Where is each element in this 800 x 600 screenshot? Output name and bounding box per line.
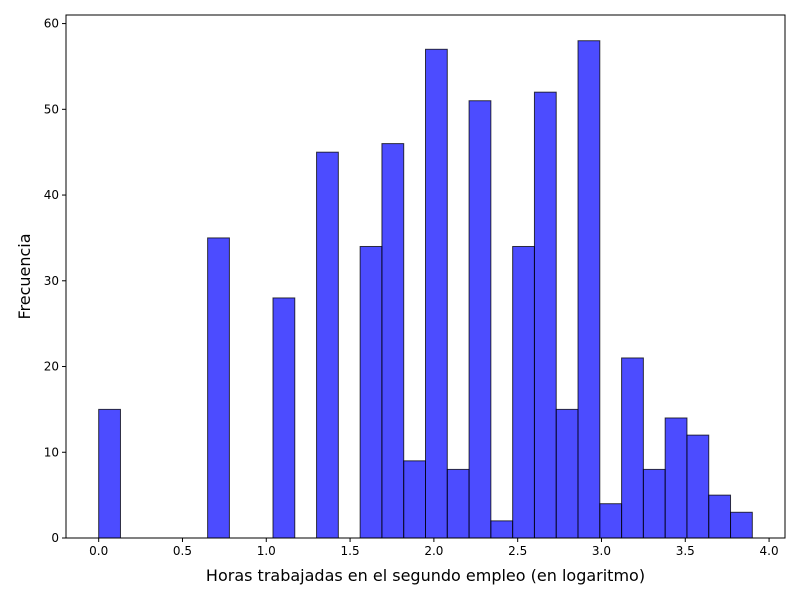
y-tick-label: 10 (44, 445, 59, 459)
histogram-bar (642, 468, 666, 539)
histogram-bar (446, 468, 470, 539)
x-tick-label: 3.0 (592, 544, 611, 558)
histogram-bar (686, 434, 710, 539)
histogram-bar (621, 357, 644, 539)
x-tick-label: 0.0 (89, 544, 108, 558)
y-tick-label: 20 (44, 360, 59, 374)
x-axis-title: Horas trabajadas en el segundo empleo (e… (206, 566, 645, 585)
plot-frame (65, 14, 786, 539)
x-tick-label: 1.0 (257, 544, 276, 558)
histogram-bar (664, 417, 688, 539)
y-tick-label: 40 (44, 188, 59, 202)
x-tick-label: 3.5 (676, 544, 695, 558)
histogram-bar (425, 48, 448, 539)
histogram-bar (555, 408, 579, 539)
histogram-bar (272, 297, 296, 539)
histogram-bar (490, 520, 514, 539)
histogram-bar (403, 460, 427, 539)
histogram-bar (381, 143, 405, 539)
x-tick-label: 4.0 (760, 544, 779, 558)
histogram-bar (359, 245, 383, 539)
histogram-bar (533, 91, 557, 539)
x-tick-label: 2.5 (508, 544, 527, 558)
y-tick-label: 0 (51, 531, 59, 545)
histogram-bar (730, 511, 753, 539)
x-tick-label: 0.5 (173, 544, 192, 558)
y-axis-ticks: 0 10 20 30 40 50 60 (44, 17, 66, 545)
histogram-bar (98, 408, 121, 539)
y-axis-title: Frecuencia (15, 233, 34, 319)
histogram-bar (708, 494, 732, 539)
x-axis-ticks: 0.0 0.5 1.0 1.5 2.0 2.5 3.0 3.5 4.0 (89, 538, 779, 558)
bars-group (98, 40, 753, 539)
histogram-bar (207, 237, 230, 539)
y-tick-label: 50 (44, 102, 59, 116)
histogram-bar (512, 245, 535, 539)
histogram-bar (599, 503, 623, 539)
x-tick-label: 2.0 (424, 544, 443, 558)
histogram-bar (468, 100, 492, 539)
x-tick-label: 1.5 (341, 544, 360, 558)
y-tick-label: 30 (44, 274, 59, 288)
histogram-bar (316, 151, 339, 539)
histogram-bar (577, 40, 601, 539)
y-tick-label: 60 (44, 17, 59, 31)
